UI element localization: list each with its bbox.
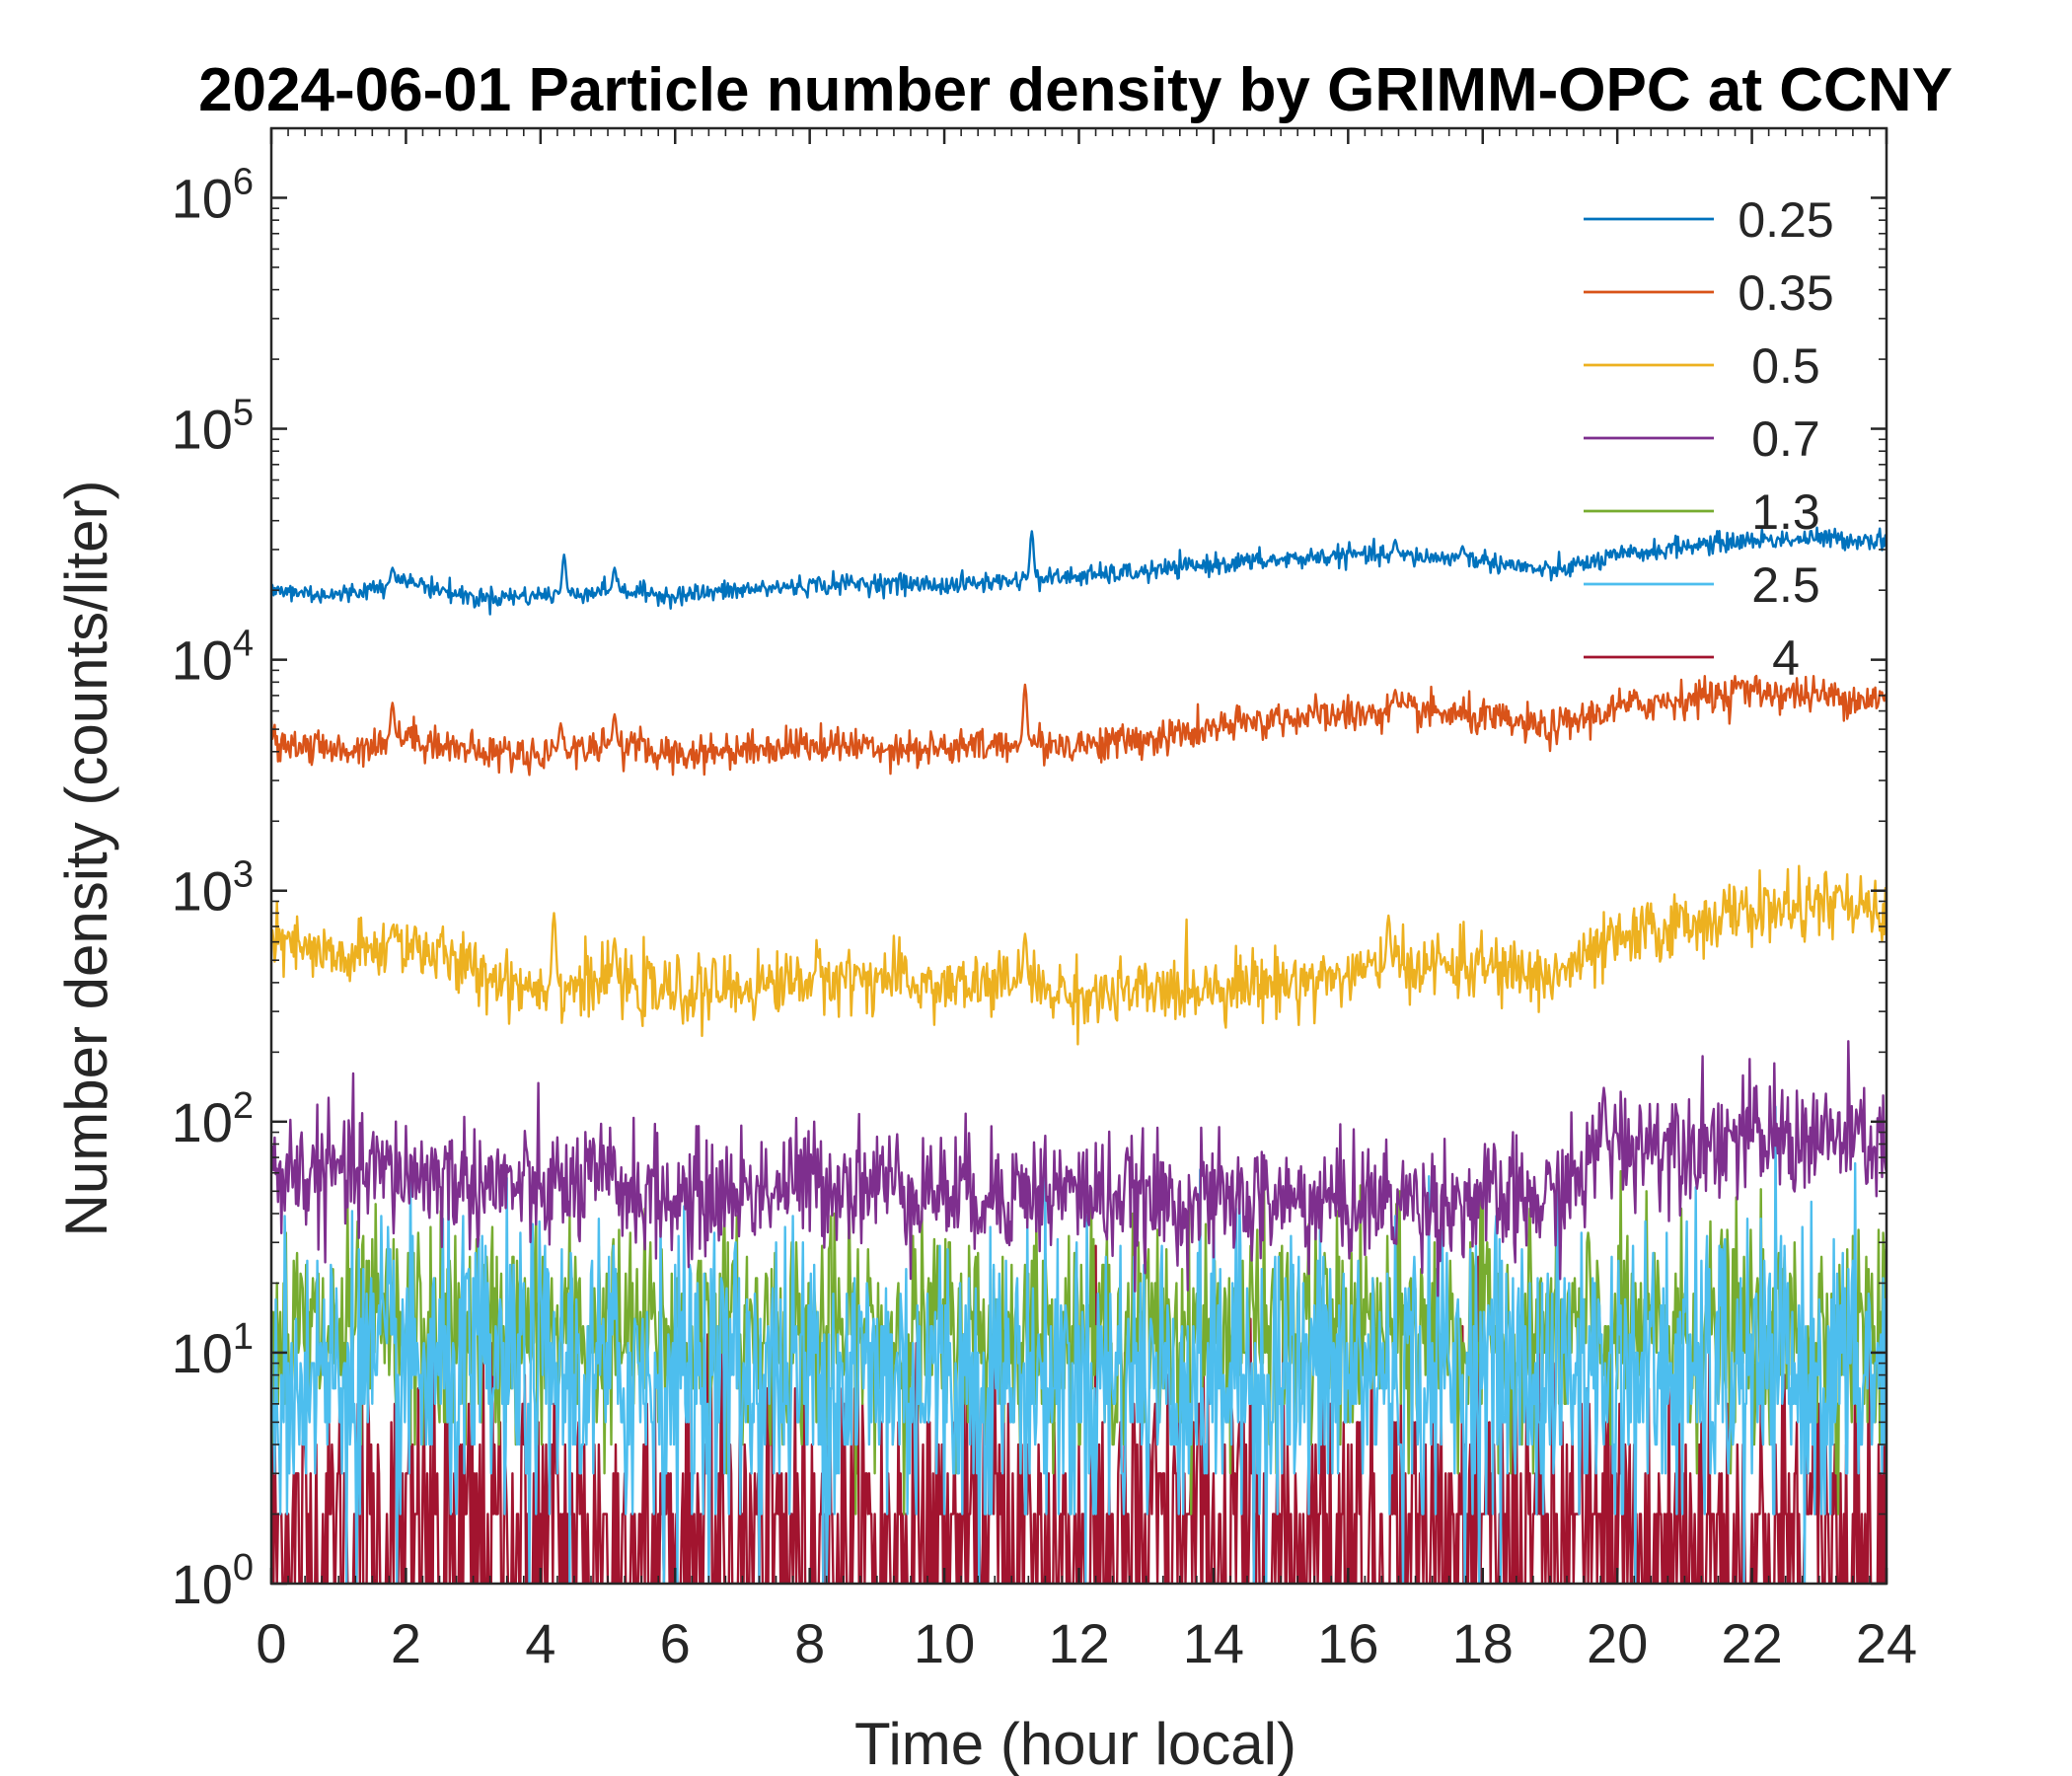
x-tick-label: 14: [1183, 1612, 1244, 1674]
y-tick-label: 105: [172, 393, 254, 461]
x-tick-label: 6: [660, 1612, 691, 1674]
x-tick-label: 16: [1317, 1612, 1378, 1674]
x-tick-label: 12: [1048, 1612, 1109, 1674]
series-line-0-35: [271, 674, 1887, 777]
legend-label-2-5: 2.5: [1751, 557, 1820, 613]
series-line-0-7: [271, 1040, 1887, 1297]
legend-label-0-5: 0.5: [1751, 338, 1820, 394]
y-tick-label: 104: [172, 624, 254, 692]
legend-label-0-25: 0.25: [1738, 192, 1833, 248]
legend-label-0-7: 0.7: [1751, 411, 1820, 467]
x-tick-label: 18: [1452, 1612, 1514, 1674]
x-tick-label: 10: [914, 1612, 975, 1674]
x-tick-label: 8: [794, 1612, 825, 1674]
legend-label-1-3: 1.3: [1751, 484, 1820, 540]
x-axis-label: Time (hour local): [854, 1711, 1296, 1776]
series-group: [271, 526, 1887, 1584]
y-tick-label: 106: [172, 161, 254, 229]
legend-label-4: 4: [1772, 630, 1800, 686]
y-tick-label: 101: [172, 1316, 254, 1384]
series-line-0-25: [271, 526, 1887, 616]
y-tick-label: 103: [172, 854, 254, 923]
series-line-0-5: [271, 864, 1887, 1046]
x-tick-label: 22: [1721, 1612, 1782, 1674]
legend: 0.25 0.35 0.5 0.7 1.3 2.5 4: [1584, 192, 1834, 686]
y-tick-label: 100: [172, 1547, 254, 1615]
x-tick-label: 20: [1587, 1612, 1648, 1674]
y-tick-label: 102: [172, 1085, 254, 1153]
chart-title: 2024-06-01 Particle number density by GR…: [198, 56, 1953, 124]
y-axis-label: Number density (counts/liter): [53, 481, 119, 1237]
legend-label-0-35: 0.35: [1738, 265, 1833, 321]
series-line-2-5: [271, 1105, 1887, 1584]
x-tick-label: 24: [1856, 1612, 1917, 1674]
x-tick-label: 0: [256, 1612, 286, 1674]
x-tick-label: 2: [391, 1612, 421, 1674]
x-tick-label: 4: [525, 1612, 555, 1674]
axes-group: 0 2 4 6 8 10 12 14 16 18 20 22 241001011021031041051…: [172, 126, 1917, 1674]
